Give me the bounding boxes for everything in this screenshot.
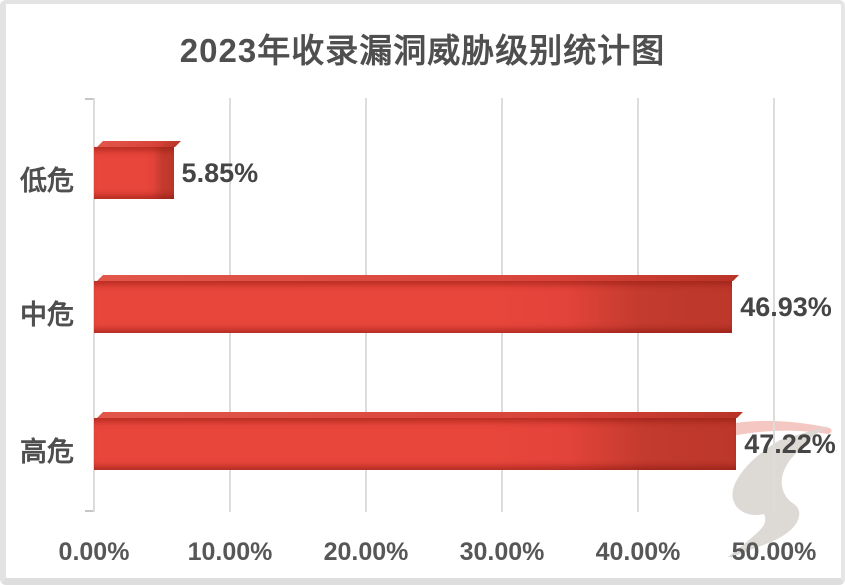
category-label-low-risk: 低危 bbox=[20, 166, 74, 196]
bar-row-medium-risk: 46.93% bbox=[94, 281, 832, 333]
value-label-medium-risk: 46.93% bbox=[740, 292, 832, 322]
x-tick-label: 20.00% bbox=[323, 538, 409, 566]
x-tick-label: 40.00% bbox=[595, 538, 681, 566]
category-label-medium-risk: 中危 bbox=[20, 300, 74, 330]
value-label-low-risk: 5.85% bbox=[181, 158, 259, 188]
chart-title: 2023年收录漏洞威胁级别统计图 bbox=[179, 32, 666, 69]
bar-row-high-risk: 47.22% bbox=[94, 418, 836, 470]
category-label-high-risk: 高危 bbox=[20, 437, 74, 467]
gridline bbox=[773, 98, 775, 512]
bar-high-risk bbox=[94, 418, 737, 470]
x-tick-label: 50.00% bbox=[731, 538, 817, 566]
x-tick-label: 10.00% bbox=[187, 538, 273, 566]
axis-tick-bottom bbox=[85, 510, 94, 512]
bar-low-risk bbox=[94, 147, 174, 199]
x-tick-label: 30.00% bbox=[459, 538, 545, 566]
value-label-high-risk: 47.22% bbox=[744, 429, 836, 459]
bar-row-low-risk: 5.85% bbox=[94, 147, 774, 199]
plot-area: 5.85% 46.93% 47.22% bbox=[93, 98, 836, 512]
x-tick-label: 0.00% bbox=[58, 538, 130, 566]
bar-medium-risk bbox=[94, 281, 733, 333]
axis-tick-top bbox=[85, 98, 94, 100]
